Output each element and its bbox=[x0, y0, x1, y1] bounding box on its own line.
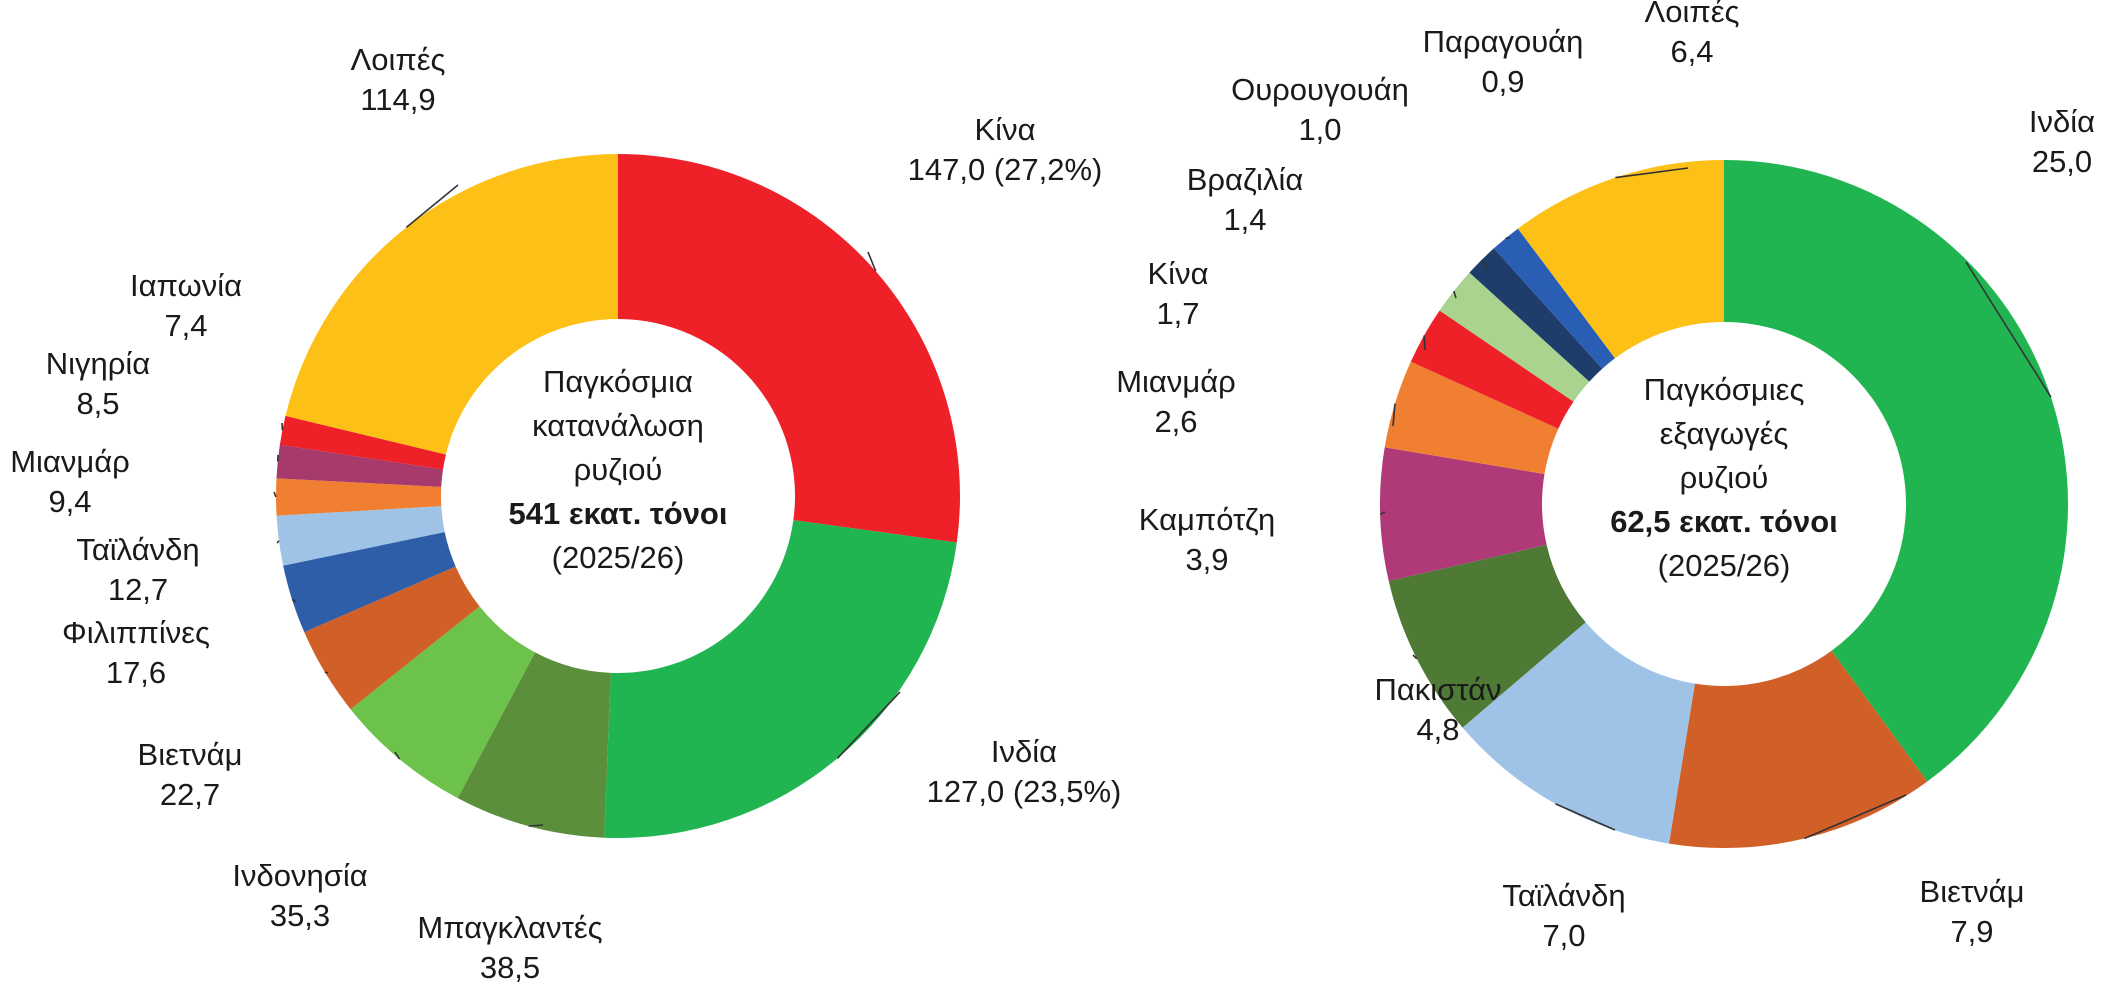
slice-value-0-9: 7,4 bbox=[164, 308, 207, 343]
slice-value-0-1: 127,0 (23,5%) bbox=[927, 774, 1122, 809]
slice-value-1-10: 6,4 bbox=[1670, 34, 1713, 69]
leader-line-0-1 bbox=[836, 691, 901, 759]
slice-1-4 bbox=[1380, 447, 1547, 582]
slice-label-0-9: Ιαπωνία bbox=[130, 268, 242, 303]
center-line-0-2: ρυζιού bbox=[574, 452, 663, 487]
slice-1-10 bbox=[1517, 160, 1724, 359]
slice-label-1-7: Βραζιλία bbox=[1187, 162, 1304, 197]
center-line-1-2: ρυζιού bbox=[1680, 460, 1769, 495]
slice-value-0-10: 114,9 bbox=[360, 82, 435, 117]
slice-label-1-6: Κίνα bbox=[1148, 256, 1209, 291]
slice-label-0-7: Μιανμάρ bbox=[10, 444, 130, 479]
slice-value-0-4: 22,7 bbox=[160, 777, 220, 812]
slice-1-6 bbox=[1410, 310, 1574, 429]
exports-donut-chart: Ινδία 25,0 Βιετνάμ 7,9 Ταϊλάνδη 7,0 Πακιστάν 4,… bbox=[1116, 0, 2095, 953]
slice-value-1-6: 1,7 bbox=[1156, 296, 1199, 331]
slice-value-1-9: 0,9 bbox=[1481, 64, 1524, 99]
center-period-0: (2025/26) bbox=[552, 540, 685, 575]
leader-line-1-2 bbox=[1555, 803, 1616, 831]
slice-1-5 bbox=[1384, 361, 1559, 474]
leader-line-1-7 bbox=[1453, 290, 1457, 299]
leader-line-0-0 bbox=[867, 251, 877, 272]
leader-line-1-1 bbox=[1804, 794, 1907, 840]
slice-0-5 bbox=[283, 532, 456, 633]
slice-label-0-1: Ινδία bbox=[991, 734, 1057, 769]
slice-label-0-8: Νιγηρία bbox=[46, 346, 151, 381]
slice-label-0-6: Ταϊλάνδη bbox=[76, 532, 199, 567]
slice-label-1-10: Λοιπές bbox=[1645, 0, 1740, 29]
leader-line-0-4 bbox=[324, 671, 329, 674]
slice-label-1-5: Μιανμάρ bbox=[1116, 364, 1236, 399]
slice-value-0-2: 38,5 bbox=[480, 950, 540, 985]
slice-value-1-8: 1,0 bbox=[1298, 112, 1341, 147]
center-line-1-0: Παγκόσμιες bbox=[1644, 372, 1805, 407]
slice-value-1-0: 25,0 bbox=[2032, 144, 2092, 179]
slice-0-3 bbox=[350, 606, 536, 799]
slice-value-1-5: 2,6 bbox=[1154, 404, 1197, 439]
slice-label-0-0: Κίνα bbox=[975, 112, 1036, 147]
slice-0-1 bbox=[604, 520, 957, 838]
slice-label-1-1: Βιετνάμ bbox=[1920, 874, 2025, 909]
slice-0-8 bbox=[276, 444, 443, 487]
leader-line-1-6 bbox=[1423, 335, 1426, 351]
slice-1-7 bbox=[1439, 272, 1590, 402]
leader-line-0-10 bbox=[405, 184, 459, 228]
slice-value-1-1: 7,9 bbox=[1950, 914, 1993, 949]
leader-line-1-10 bbox=[1615, 167, 1689, 179]
center-total-0: 541 εκατ. τόνοι bbox=[509, 496, 728, 531]
slice-label-0-2: Μπαγκλαντές bbox=[417, 910, 602, 945]
slice-0-0 bbox=[618, 154, 960, 543]
center-line-1-1: εξαγωγές bbox=[1660, 416, 1789, 451]
slice-1-2 bbox=[1462, 622, 1695, 844]
center-period-1: (2025/26) bbox=[1658, 548, 1791, 583]
leader-line-0-3 bbox=[394, 751, 401, 760]
center-line-0-1: κατανάλωση bbox=[532, 408, 704, 443]
leader-line-0-2 bbox=[528, 824, 544, 827]
center-total-1: 62,5 εκατ. τόνοι bbox=[1610, 504, 1838, 539]
slice-0-9 bbox=[279, 415, 446, 470]
slice-0-6 bbox=[276, 506, 445, 566]
slice-0-4 bbox=[304, 566, 480, 710]
slice-label-1-4: Καμπότζη bbox=[1139, 502, 1275, 537]
slice-value-0-6: 12,7 bbox=[108, 572, 168, 607]
slice-0-10 bbox=[285, 154, 618, 455]
leader-line-0-6 bbox=[276, 540, 280, 544]
slice-value-0-5: 17,6 bbox=[106, 655, 166, 690]
slice-value-1-7: 1,4 bbox=[1223, 202, 1266, 237]
slice-value-1-3: 4,8 bbox=[1416, 712, 1459, 747]
slice-0-2 bbox=[457, 652, 611, 838]
slice-label-0-4: Βιετνάμ bbox=[138, 737, 243, 772]
slice-value-0-7: 9,4 bbox=[48, 484, 91, 519]
slice-value-1-2: 7,0 bbox=[1542, 918, 1585, 953]
slice-label-0-5: Φιλιππίνες bbox=[62, 615, 210, 650]
slice-label-1-8: Ουρουγουάη bbox=[1231, 72, 1409, 107]
leader-line-1-4 bbox=[1379, 511, 1386, 516]
slice-value-0-8: 8,5 bbox=[76, 386, 119, 421]
leader-line-1-0 bbox=[1965, 261, 2052, 398]
slice-1-0 bbox=[1724, 160, 2068, 782]
consumption-donut-chart: Κίνα 147,0 (27,2%) Ινδία 127,0 (23,5%) Μπαγκ… bbox=[10, 42, 1121, 985]
slice-value-0-3: 35,3 bbox=[270, 898, 330, 933]
leader-line-0-7 bbox=[273, 491, 277, 498]
slice-1-3 bbox=[1388, 544, 1586, 728]
slice-label-1-3: Πακιστάν bbox=[1374, 672, 1501, 707]
leader-line-0-5 bbox=[291, 598, 297, 603]
center-line-0-0: Παγκόσμια bbox=[543, 364, 693, 399]
leader-line-1-5 bbox=[1392, 403, 1396, 427]
slice-label-1-2: Ταϊλάνδη bbox=[1502, 878, 1625, 913]
slice-label-1-0: Ινδία bbox=[2029, 104, 2095, 139]
slice-label-0-3: Ινδονησία bbox=[232, 858, 367, 893]
slice-1-1 bbox=[1668, 650, 1928, 849]
slice-0-7 bbox=[275, 478, 442, 516]
slice-1-8 bbox=[1469, 248, 1603, 382]
leader-line-1-8 bbox=[1480, 259, 1489, 269]
slice-label-0-10: Λοιπές bbox=[351, 42, 446, 77]
leader-line-1-3 bbox=[1412, 654, 1418, 660]
slice-value-1-4: 3,9 bbox=[1185, 542, 1228, 577]
slice-value-0-0: 147,0 (27,2%) bbox=[908, 152, 1103, 187]
slice-1-9 bbox=[1493, 228, 1615, 369]
slice-label-1-9: Παραγουάη bbox=[1423, 24, 1584, 59]
